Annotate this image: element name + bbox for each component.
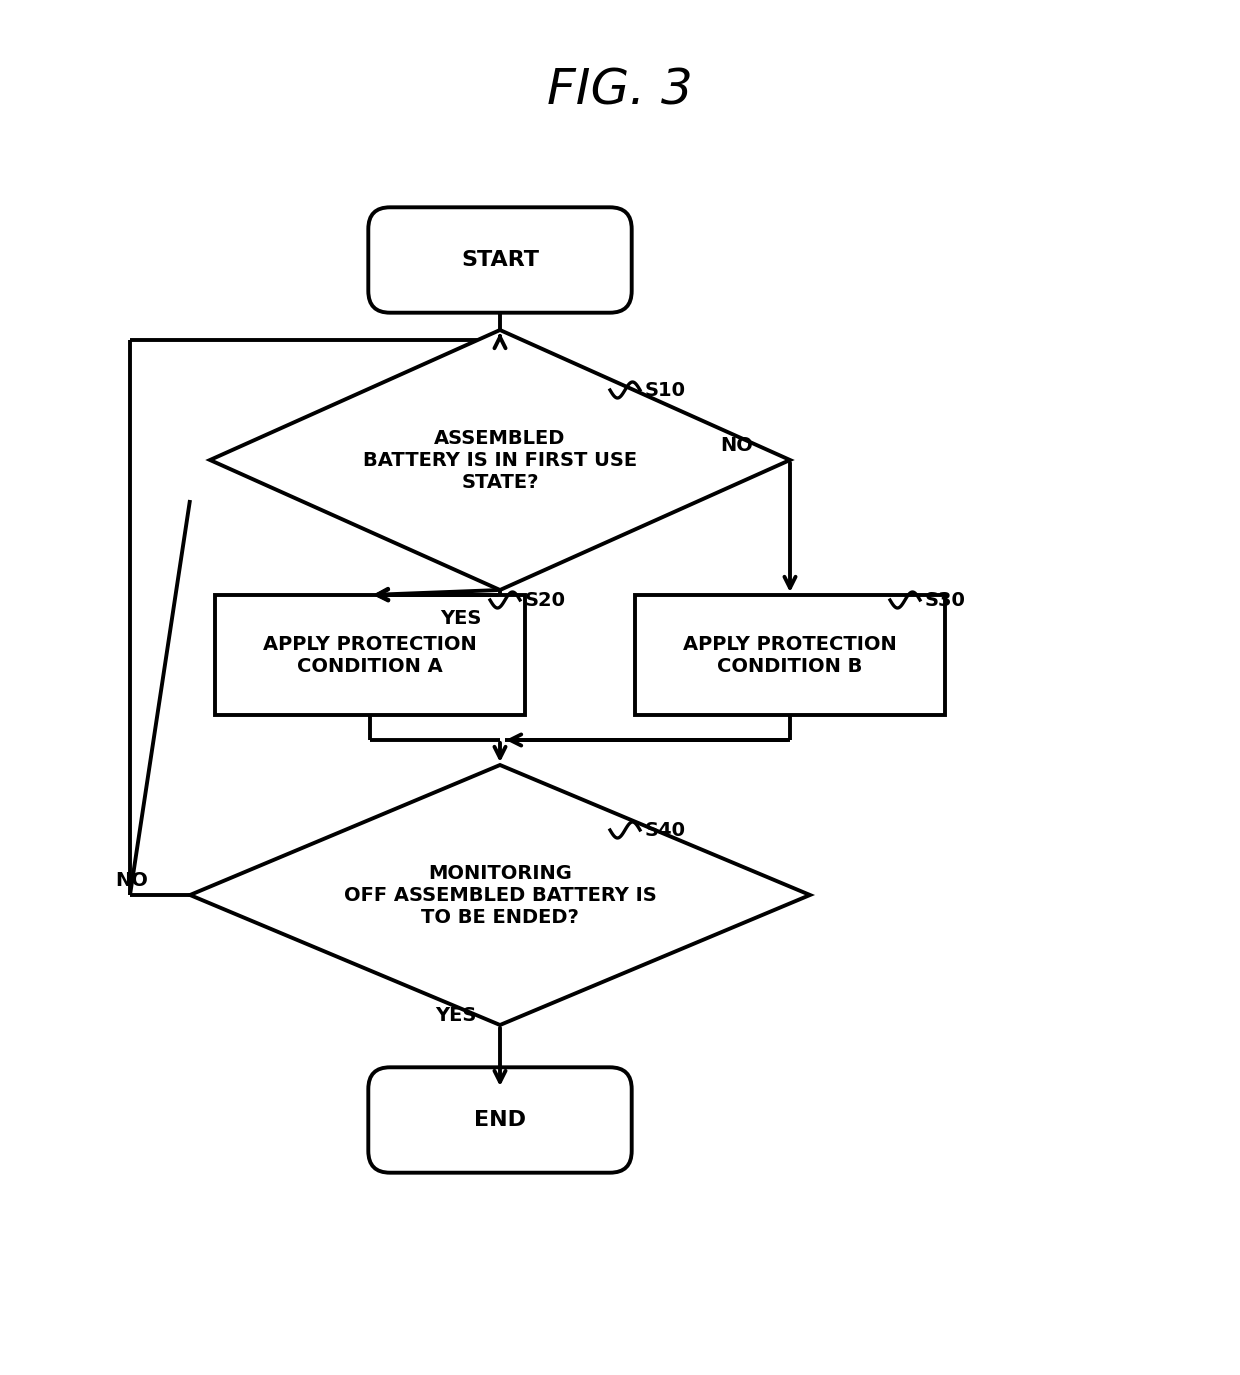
- Text: FIG. 3: FIG. 3: [547, 66, 693, 114]
- Polygon shape: [210, 330, 790, 590]
- Text: ASSEMBLED
BATTERY IS IN FIRST USE
STATE?: ASSEMBLED BATTERY IS IN FIRST USE STATE?: [363, 429, 637, 491]
- Text: YES: YES: [440, 609, 481, 627]
- Text: S20: S20: [525, 590, 565, 609]
- Text: NO: NO: [115, 870, 148, 890]
- Text: YES: YES: [435, 1005, 476, 1024]
- FancyBboxPatch shape: [368, 208, 631, 312]
- Bar: [635, 595, 945, 715]
- Text: MONITORING
OFF ASSEMBLED BATTERY IS
TO BE ENDED?: MONITORING OFF ASSEMBLED BATTERY IS TO B…: [343, 864, 656, 927]
- Text: S10: S10: [645, 381, 686, 400]
- Text: APPLY PROTECTION
CONDITION B: APPLY PROTECTION CONDITION B: [683, 634, 897, 675]
- Bar: [215, 595, 525, 715]
- Polygon shape: [190, 765, 810, 1024]
- Text: NO: NO: [720, 436, 753, 455]
- Text: END: END: [474, 1110, 526, 1130]
- Text: S40: S40: [645, 821, 686, 840]
- Text: S30: S30: [925, 590, 966, 609]
- FancyBboxPatch shape: [368, 1067, 631, 1173]
- Text: START: START: [461, 250, 539, 270]
- Text: APPLY PROTECTION
CONDITION A: APPLY PROTECTION CONDITION A: [263, 634, 477, 675]
